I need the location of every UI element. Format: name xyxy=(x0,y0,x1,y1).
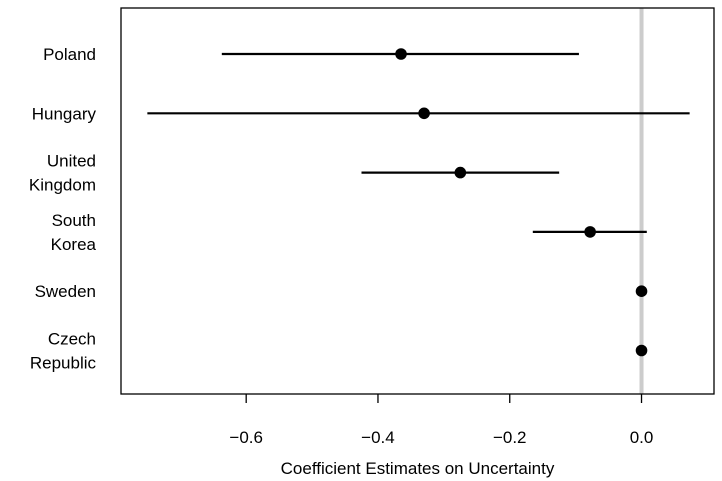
x-tick-label-0: −0.6 xyxy=(229,428,263,447)
category-label-4: Sweden xyxy=(35,282,96,301)
x-tick-label-3: 0.0 xyxy=(630,428,654,447)
category-label-line: Hungary xyxy=(32,104,97,123)
category-label-line: Korea xyxy=(51,235,97,254)
estimate-point-0 xyxy=(395,48,407,60)
x-axis-title: Coefficient Estimates on Uncertainty xyxy=(281,459,555,478)
plot-frame xyxy=(120,7,715,395)
x-tick-label-1: −0.4 xyxy=(361,428,395,447)
estimate-point-5 xyxy=(635,344,648,357)
estimate-point-3 xyxy=(584,226,596,238)
category-label-1: Hungary xyxy=(32,104,97,123)
category-label-0: Poland xyxy=(43,45,96,64)
estimate-point-1 xyxy=(418,107,430,120)
estimate-point-4 xyxy=(635,285,648,298)
category-label-5: Czech Republic xyxy=(30,330,97,373)
category-label-line: Sweden xyxy=(35,282,96,301)
category-label-3: South Korea xyxy=(51,211,97,254)
category-label-line: South xyxy=(52,211,96,230)
category-label-line: Czech xyxy=(48,330,96,349)
category-label-line: Kingdom xyxy=(29,176,96,195)
category-label-line: United xyxy=(47,152,96,171)
x-tick-label-2: −0.2 xyxy=(493,428,527,447)
category-label-line: Republic xyxy=(30,354,97,373)
estimate-point-2 xyxy=(454,166,467,179)
category-label-line: Poland xyxy=(43,45,96,64)
category-label-2: United Kingdom xyxy=(29,152,96,195)
